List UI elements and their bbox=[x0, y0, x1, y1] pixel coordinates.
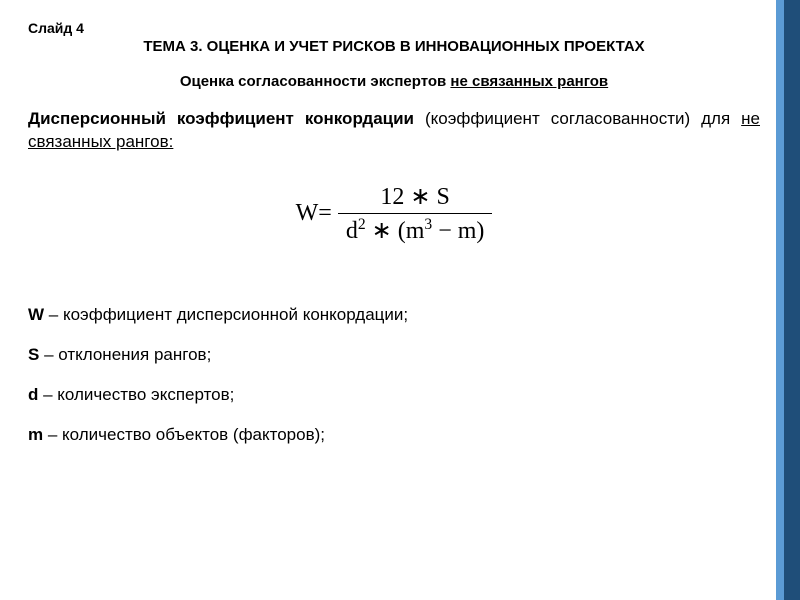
den-d-sup: 2 bbox=[358, 216, 366, 233]
slide-content: Слайд 4 ТЕМА 3. ОЦЕНКА И УЧЕТ РИСКОВ В И… bbox=[0, 0, 800, 485]
def-text: – коэффициент дисперсионной конкордации; bbox=[44, 305, 408, 324]
intro-paragraph: Дисперсионный коэффициент конкордации (к… bbox=[28, 108, 760, 154]
slide-number-label: Слайд 4 bbox=[28, 20, 760, 36]
subtitle: Оценка согласованности экспертов не связ… bbox=[28, 73, 760, 90]
subtitle-underlined: не связанных рангов bbox=[450, 73, 608, 90]
def-line: S – отклонения рангов; bbox=[28, 345, 760, 365]
formula-fraction: 12 ∗ S d2 ∗ (m3 − m) bbox=[338, 182, 493, 245]
def-line: m – количество объектов (факторов); bbox=[28, 425, 760, 445]
para-bold: Дисперсионный коэффициент конкордации bbox=[28, 109, 414, 128]
formula-numerator: 12 ∗ S bbox=[338, 182, 493, 214]
def-text: – количество экспертов; bbox=[38, 385, 234, 404]
den-m: m bbox=[406, 218, 425, 244]
def-text: – отклонения рангов; bbox=[39, 345, 211, 364]
den-mid: ∗ ( bbox=[366, 218, 406, 244]
formula-eq: = bbox=[318, 200, 332, 227]
def-symbol: m bbox=[28, 425, 43, 444]
def-symbol: S bbox=[28, 345, 39, 364]
stripe-light bbox=[776, 0, 784, 600]
topic-title: ТЕМА 3. ОЦЕНКА И УЧЕТ РИСКОВ В ИННОВАЦИО… bbox=[28, 38, 760, 55]
def-line: d – количество экспертов; bbox=[28, 385, 760, 405]
stripe-dark bbox=[784, 0, 800, 600]
def-symbol: W bbox=[28, 305, 44, 324]
formula-lhs: W bbox=[296, 200, 319, 227]
formula-block: W = 12 ∗ S d2 ∗ (m3 − m) bbox=[28, 182, 760, 245]
para-tail: (коэффициент согласованности) для bbox=[414, 109, 741, 128]
formula: W = 12 ∗ S d2 ∗ (m3 − m) bbox=[296, 182, 493, 245]
formula-denominator: d2 ∗ (m3 − m) bbox=[338, 214, 493, 245]
def-symbol: d bbox=[28, 385, 38, 404]
def-line: W – коэффициент дисперсионной конкордаци… bbox=[28, 305, 760, 325]
den-d: d bbox=[346, 218, 358, 244]
definitions: W – коэффициент дисперсионной конкордаци… bbox=[28, 305, 760, 445]
side-stripe bbox=[776, 0, 800, 600]
def-text: – количество объектов (факторов); bbox=[43, 425, 325, 444]
subtitle-prefix: Оценка согласованности экспертов bbox=[180, 73, 451, 90]
den-tail: − m) bbox=[432, 218, 484, 244]
